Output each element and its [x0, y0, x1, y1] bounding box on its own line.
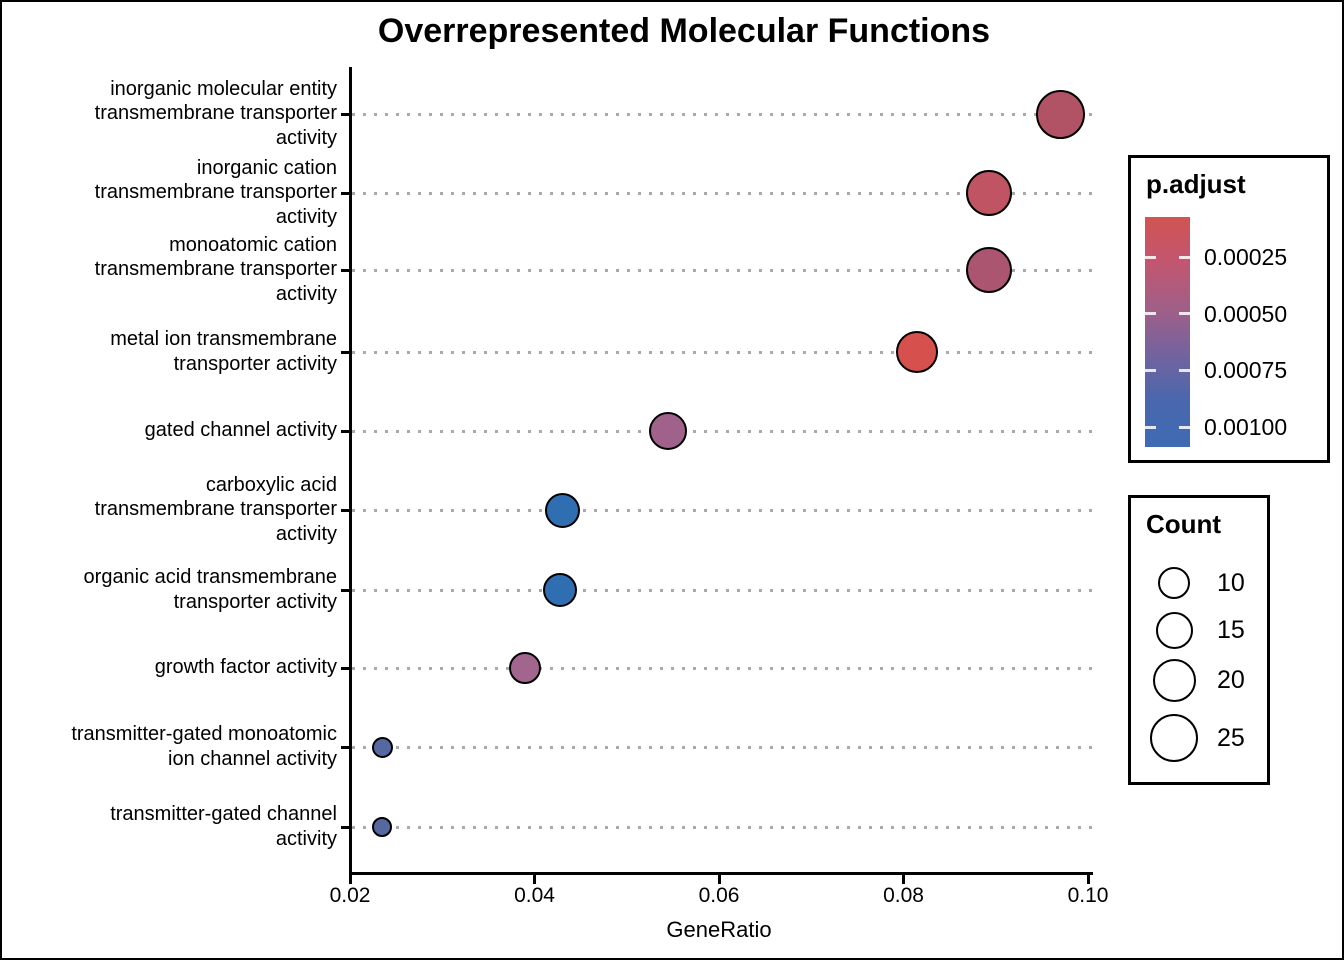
y-axis-label: organic acid transmembrane transporter ac…	[83, 566, 337, 613]
gridline	[352, 112, 1093, 116]
y-axis-label: monoatomic cation transmembrane transport…	[94, 233, 337, 305]
colorbar-tick-label: 0.00075	[1204, 357, 1288, 384]
gridline	[352, 508, 1093, 512]
x-axis-tick	[1086, 875, 1090, 884]
x-axis-tick-label: 0.08	[883, 884, 924, 907]
y-axis-tick	[341, 350, 349, 354]
legend-padjust: p.adjust 0.00025 0.00050 0.00075 0.00100	[1128, 155, 1330, 463]
colorbar-tick	[1145, 425, 1156, 429]
data-point	[371, 736, 393, 758]
colorbar-tick	[1145, 255, 1156, 259]
y-axis-tick	[341, 825, 349, 829]
x-axis-title: GeneRatio	[666, 917, 772, 942]
x-axis-tick	[348, 875, 352, 884]
count-legend-circle	[1155, 611, 1193, 649]
y-axis-label: transmitter-gated monoatomic ion channel …	[71, 723, 337, 770]
y-axis-label: gated channel activity	[144, 419, 337, 442]
x-axis-tick-label: 0.06	[698, 884, 740, 907]
x-axis-tick	[533, 875, 536, 884]
y-axis-label: carboxylic acid transmembrane transporter…	[94, 473, 337, 545]
y-axis-tick	[341, 112, 349, 116]
y-axis-label: growth factor activity	[154, 656, 337, 679]
gridline	[352, 268, 1093, 272]
count-legend-label: 20	[1217, 666, 1245, 694]
data-point	[1035, 89, 1085, 139]
y-axis-label: inorganic molecular entity transmembrane …	[94, 77, 337, 149]
gridline	[352, 350, 1093, 354]
y-axis-tick	[341, 745, 349, 749]
legend-count: Count 10 15 20 25	[1128, 495, 1270, 785]
x-axis-tick	[902, 875, 905, 884]
colorbar-tick	[1145, 312, 1156, 316]
data-point	[896, 331, 939, 373]
x-axis-tick-label: 0.04	[514, 884, 555, 907]
y-axis-tick	[341, 508, 349, 512]
data-point	[544, 492, 580, 528]
padjust-colorbar	[1145, 217, 1190, 447]
data-point	[372, 817, 393, 837]
legend-padjust-title: p.adjust	[1146, 169, 1246, 199]
y-axis-tick	[341, 588, 349, 592]
count-legend-label: 15	[1217, 616, 1245, 644]
y-axis-label: inorganic cation transmembrane transporte…	[94, 156, 337, 228]
y-axis-tick	[341, 268, 349, 272]
y-axis-label: metal ion transmembrane transporter activ…	[110, 328, 337, 375]
colorbar-tick	[1179, 425, 1190, 429]
x-axis-tick-label: 0.10	[1067, 884, 1109, 907]
gridline	[352, 745, 1093, 749]
gridline	[352, 666, 1093, 670]
count-legend-circle	[1152, 658, 1196, 702]
data-point	[966, 170, 1013, 216]
data-point	[543, 573, 578, 607]
count-legend-circle	[1150, 714, 1198, 762]
data-point	[966, 247, 1013, 293]
colorbar-tick	[1179, 368, 1190, 372]
count-legend-label: 10	[1217, 569, 1245, 597]
count-legend-label: 25	[1217, 724, 1245, 752]
colorbar-tick-label: 0.00100	[1204, 414, 1288, 441]
data-point	[509, 652, 542, 684]
chart-title: Overrepresented Molecular Functions	[377, 12, 991, 50]
legend-count-title: Count	[1146, 509, 1222, 539]
gridline	[352, 588, 1093, 592]
plot-panel	[341, 67, 1093, 884]
x-axis-tick-label: 0.02	[329, 884, 371, 907]
gridline	[352, 191, 1093, 195]
colorbar-tick	[1145, 368, 1156, 372]
data-point	[649, 412, 688, 450]
y-axis-tick	[341, 429, 349, 433]
gridline	[352, 825, 1093, 829]
colorbar-tick-label: 0.00025	[1204, 244, 1288, 270]
y-axis-label: transmitter-gated channel activity	[110, 803, 337, 850]
y-axis-tick	[341, 666, 349, 670]
colorbar-tick	[1179, 312, 1190, 316]
y-axis-tick	[341, 191, 349, 195]
colorbar-tick	[1179, 255, 1190, 259]
count-legend-circle	[1158, 567, 1190, 599]
colorbar-tick-label: 0.00050	[1204, 300, 1288, 327]
x-axis-tick	[717, 875, 721, 884]
gridline	[352, 429, 1093, 433]
